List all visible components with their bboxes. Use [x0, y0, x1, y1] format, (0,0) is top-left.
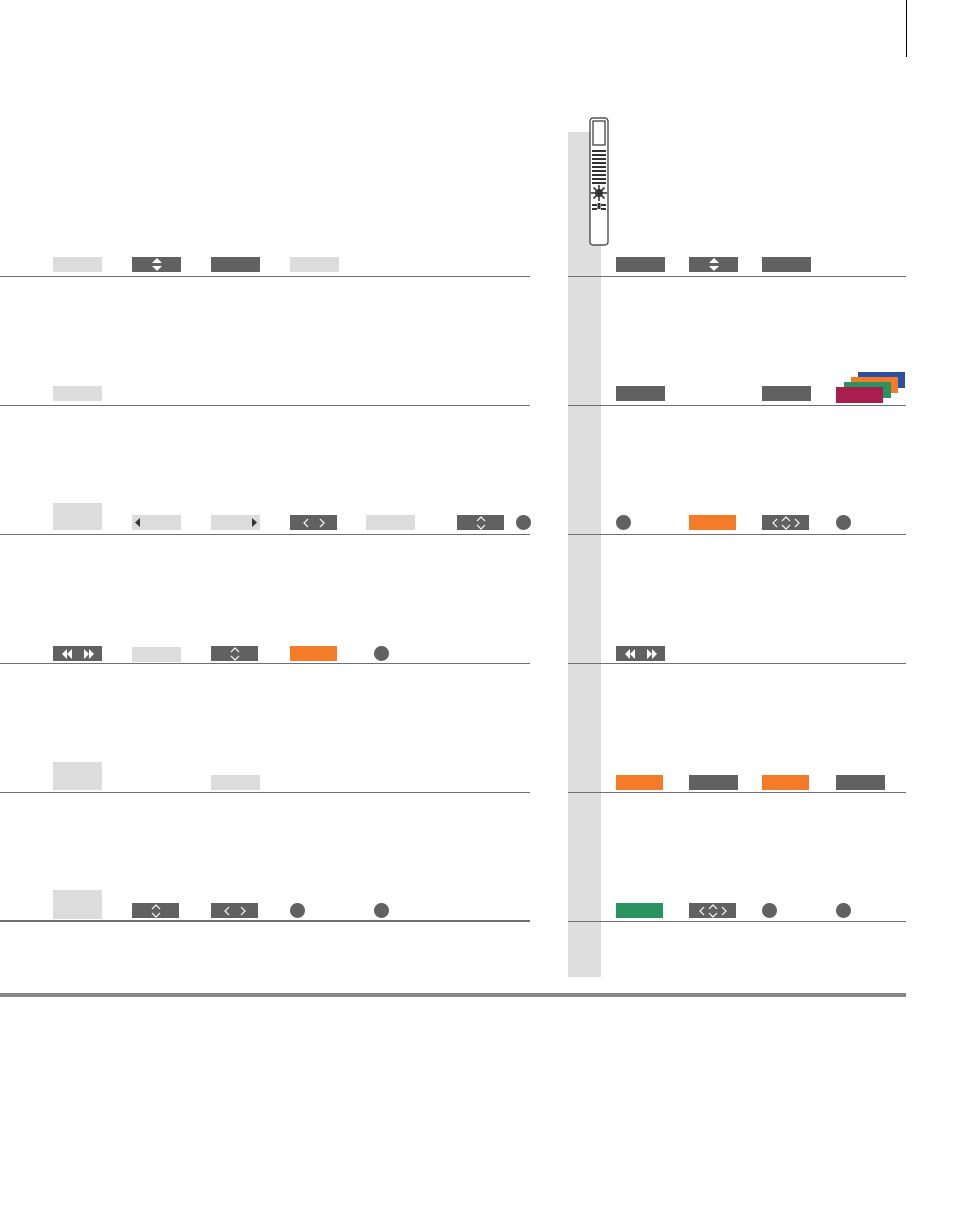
- up-down-chevrons-icon: [151, 903, 160, 918]
- dark-button[interactable]: [762, 257, 811, 272]
- row-divider: [0, 792, 530, 793]
- row-divider: [568, 276, 906, 277]
- light-tall-button[interactable]: [53, 503, 102, 530]
- up-down-filled-arrows-icon: [708, 258, 719, 271]
- navigation-button[interactable]: [689, 903, 736, 918]
- light-button[interactable]: [211, 775, 260, 790]
- up-down-button[interactable]: [689, 257, 738, 272]
- row-divider: [568, 792, 906, 793]
- four-way-navigation-icon: [771, 515, 800, 530]
- dark-button[interactable]: [762, 386, 811, 401]
- up-down-button[interactable]: [211, 646, 258, 661]
- round-button[interactable]: [374, 903, 389, 918]
- navigation-button[interactable]: [762, 515, 809, 530]
- left-step-button[interactable]: [132, 515, 181, 530]
- wind-rewind-button[interactable]: [616, 646, 665, 661]
- row-divider: [0, 534, 530, 535]
- light-button[interactable]: [53, 386, 102, 401]
- left-right-chevrons-icon: [223, 906, 246, 915]
- color-buttons-stack-icon[interactable]: [836, 372, 906, 404]
- wind-rewind-button[interactable]: [53, 646, 102, 661]
- round-button[interactable]: [836, 903, 851, 918]
- light-tall-button[interactable]: [53, 890, 102, 919]
- up-down-chevrons-icon: [476, 515, 485, 530]
- dark-button[interactable]: [836, 775, 885, 790]
- dark-button[interactable]: [616, 386, 665, 401]
- light-button[interactable]: [132, 647, 181, 662]
- up-down-button[interactable]: [132, 903, 179, 918]
- round-button[interactable]: [616, 515, 631, 530]
- four-way-navigation-icon: [698, 903, 727, 918]
- left-triangle-icon: [135, 518, 140, 527]
- right-panel-band: [568, 132, 601, 977]
- dark-button[interactable]: [616, 257, 665, 272]
- left-right-button[interactable]: [211, 903, 258, 918]
- orange-button[interactable]: [290, 646, 337, 661]
- page-bottom-rule: [0, 993, 906, 997]
- up-down-chevrons-icon: [230, 646, 239, 661]
- orange-button[interactable]: [616, 775, 663, 790]
- round-button[interactable]: [836, 515, 851, 530]
- orange-button[interactable]: [762, 775, 809, 790]
- light-button[interactable]: [290, 257, 339, 272]
- light-button[interactable]: [366, 515, 415, 530]
- light-button[interactable]: [53, 257, 102, 272]
- row-divider: [568, 534, 906, 535]
- dark-button[interactable]: [689, 775, 738, 790]
- green-button[interactable]: [616, 903, 663, 918]
- up-down-filled-arrows-icon: [151, 258, 162, 271]
- remote-control-icon: [587, 117, 611, 247]
- right-triangle-icon: [252, 518, 257, 527]
- light-tall-button[interactable]: [53, 762, 102, 790]
- row-divider: [568, 921, 906, 922]
- row-divider: [568, 405, 906, 406]
- right-step-button[interactable]: [211, 515, 260, 530]
- left-right-button[interactable]: [290, 515, 337, 530]
- dark-button[interactable]: [211, 257, 260, 272]
- round-button[interactable]: [762, 903, 777, 918]
- row-divider: [0, 663, 530, 664]
- round-button[interactable]: [374, 646, 389, 661]
- page-corner-mark: [906, 0, 907, 57]
- rewind-fast-forward-icon: [61, 648, 94, 659]
- row-divider: [0, 405, 530, 406]
- up-down-button[interactable]: [132, 257, 181, 272]
- row-divider: [568, 663, 906, 664]
- orange-button[interactable]: [689, 515, 736, 530]
- round-button[interactable]: [516, 515, 531, 530]
- round-button[interactable]: [290, 903, 305, 918]
- row-divider: [0, 276, 530, 277]
- left-right-chevrons-icon: [302, 518, 325, 527]
- rewind-fast-forward-icon: [624, 648, 657, 659]
- up-down-button[interactable]: [457, 515, 504, 530]
- row-divider: [0, 920, 530, 922]
